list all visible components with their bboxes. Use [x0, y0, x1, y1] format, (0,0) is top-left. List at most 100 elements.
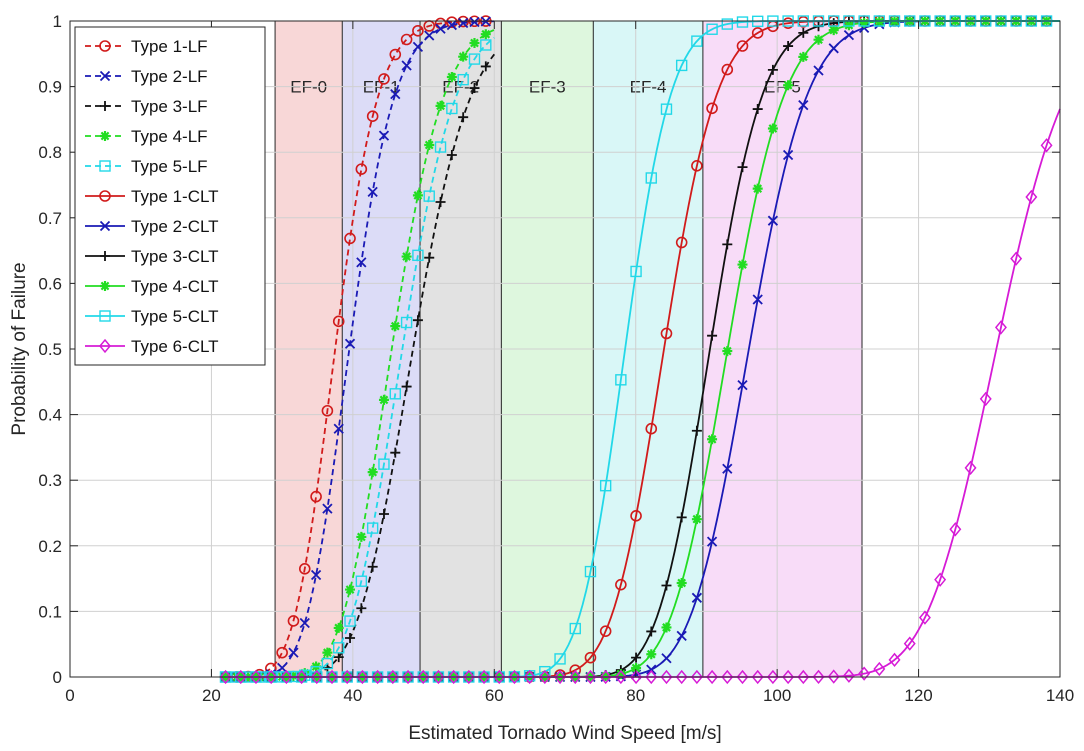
y-tick-label: 0.4	[38, 406, 62, 425]
data-point	[903, 636, 916, 651]
data-point	[646, 649, 657, 660]
data-point	[277, 662, 288, 674]
data-point	[480, 29, 491, 40]
data-point	[646, 626, 657, 637]
data-point	[660, 103, 673, 115]
y-tick-label: 0.3	[38, 471, 62, 490]
data-point	[99, 160, 111, 172]
data-point	[934, 572, 947, 587]
data-point	[736, 16, 749, 28]
data-point	[843, 20, 854, 31]
data-point	[326, 669, 338, 685]
legend-label: Type 5-LF	[131, 157, 208, 176]
data-point	[333, 652, 344, 663]
data-point	[858, 666, 871, 681]
data-point	[661, 653, 672, 664]
legend-label: Type 4-LF	[131, 127, 208, 146]
data-point	[599, 669, 612, 685]
data-point	[676, 512, 687, 523]
data-point	[401, 60, 412, 71]
data-point	[412, 315, 423, 326]
data-point	[100, 281, 110, 291]
data-point	[423, 190, 435, 202]
data-point	[691, 592, 703, 603]
data-point	[435, 23, 446, 34]
data-point	[783, 80, 794, 91]
data-point	[367, 561, 378, 572]
data-point	[584, 565, 597, 578]
data-point	[752, 183, 763, 194]
data-point	[706, 102, 718, 115]
data-point	[435, 197, 446, 208]
legend-label: Type 6-CLT	[131, 337, 219, 356]
data-point	[345, 633, 356, 644]
data-point	[424, 30, 435, 41]
data-point	[99, 70, 111, 82]
data-point	[446, 16, 458, 28]
data-point	[569, 622, 581, 635]
data-point	[722, 239, 733, 250]
data-point	[1010, 251, 1023, 266]
data-point	[321, 404, 334, 417]
data-point	[446, 102, 458, 115]
data-point	[859, 17, 870, 28]
data-point	[767, 64, 778, 75]
data-point	[402, 669, 414, 685]
data-point	[615, 668, 626, 679]
data-point	[706, 23, 718, 35]
data-point	[660, 669, 673, 685]
data-point	[508, 669, 521, 685]
data-point	[458, 112, 469, 123]
x-axis-label: Estimated Tornado Wind Speed [m/s]	[408, 723, 721, 744]
y-tick-label: 0	[53, 668, 62, 687]
data-point	[378, 130, 390, 141]
data-point	[378, 509, 389, 520]
data-point	[310, 569, 322, 581]
legend-label: Type 3-LF	[131, 97, 208, 116]
data-point	[457, 15, 469, 28]
data-point	[469, 83, 480, 94]
data-point	[389, 388, 401, 400]
data-point	[767, 123, 778, 134]
data-point	[458, 17, 469, 29]
data-point	[691, 35, 703, 47]
data-point	[100, 131, 110, 141]
legend-label: Type 3-CLT	[131, 247, 219, 266]
legend-entry: Type 6-CLT	[85, 337, 219, 356]
data-point	[691, 160, 703, 172]
data-point	[412, 24, 424, 37]
data-point	[706, 536, 718, 547]
data-point	[888, 652, 901, 668]
data-point	[432, 669, 445, 685]
data-point	[843, 30, 855, 41]
data-point	[1040, 138, 1053, 153]
data-point	[446, 150, 457, 161]
legend-label: Type 1-LF	[131, 37, 208, 56]
data-point	[706, 669, 719, 685]
data-point	[554, 669, 567, 685]
x-tick-label: 120	[904, 686, 932, 705]
data-point	[378, 394, 389, 405]
data-point	[554, 653, 566, 665]
legend-label: Type 2-LF	[131, 67, 208, 86]
data-point	[783, 41, 794, 52]
data-point	[341, 669, 354, 685]
data-point	[99, 40, 111, 52]
data-point	[321, 657, 334, 670]
legend-entry: Type 1-CLT	[85, 187, 219, 206]
data-point	[299, 617, 310, 629]
data-point	[457, 73, 469, 86]
legend-entry: Type 4-CLT	[85, 277, 219, 296]
data-point	[660, 327, 673, 340]
data-point	[333, 423, 344, 434]
data-point	[842, 668, 855, 683]
data-point	[99, 338, 111, 354]
data-point	[979, 391, 992, 407]
data-point	[417, 669, 430, 685]
data-point	[371, 669, 384, 685]
data-point	[722, 463, 733, 474]
x-tick-label: 0	[65, 686, 74, 705]
data-point	[812, 669, 825, 685]
data-point	[99, 190, 111, 202]
